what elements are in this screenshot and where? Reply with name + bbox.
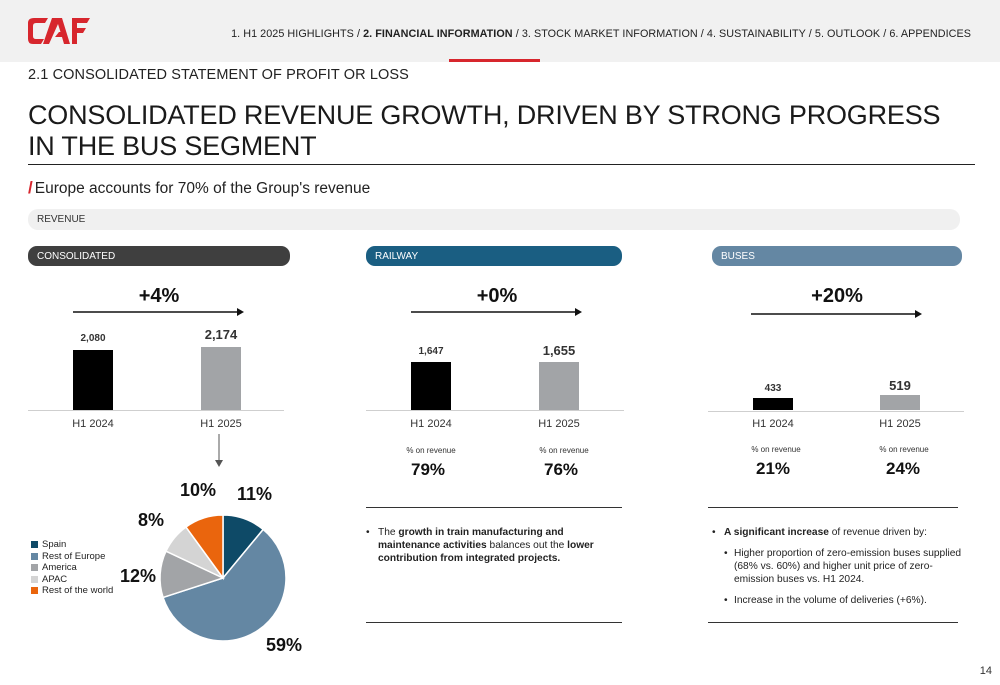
- consolidated-xlabel-h1-2025: H1 2025: [200, 418, 242, 430]
- buses-sub-bullet-1: Higher proportion of zero-emission buses…: [712, 547, 962, 586]
- revenue-header-bar: REVENUE: [28, 209, 960, 230]
- pie-label-america: 12%: [120, 566, 157, 586]
- consolidated-bar-h1-2025: [201, 347, 241, 410]
- legend-item-america: America: [31, 562, 113, 574]
- railway-share-2024: 79%: [410, 460, 446, 479]
- buses-growth: +20%: [811, 285, 863, 307]
- railway-growth-arrow: [411, 308, 582, 316]
- nav-item-highlights[interactable]: 1. H1 2025 HIGHLIGHTS /: [231, 28, 361, 40]
- nav-item-financial-information[interactable]: 2. FINANCIAL INFORMATION: [363, 28, 513, 40]
- page-title: CONSOLIDATED REVENUE GROWTH, DRIVEN BY S…: [28, 100, 941, 161]
- top-bar: 1. H1 2025 HIGHLIGHTS / 2. FINANCIAL INF…: [0, 0, 1000, 62]
- subtitle: / Europe accounts for 70% of the Group's …: [28, 178, 370, 198]
- consolidated-bar-h1-2024: [73, 350, 113, 410]
- buses-share-2024: 21%: [755, 459, 791, 478]
- subtitle-text: Europe accounts for 70% of the Group's r…: [34, 180, 371, 197]
- railway-value-h1-2025: 1,655: [542, 343, 576, 358]
- section-label: 2.1 CONSOLIDATED STATEMENT OF PROFIT OR …: [28, 67, 409, 83]
- consolidated-value-h1-2025: 2,174: [204, 327, 238, 342]
- consolidated-growth-arrow: [73, 308, 244, 316]
- railway-xlabel-h1-2025: H1 2025: [538, 418, 580, 430]
- pie-label-rest-of-europe: 59%: [266, 635, 303, 655]
- buses-value-h1-2024: 433: [764, 383, 782, 394]
- buses-growth-arrow: [751, 310, 922, 318]
- legend-swatch: [31, 552, 38, 560]
- legend-item-spain: Spain: [31, 539, 113, 551]
- title-divider: [28, 164, 975, 165]
- pie-label-apac: 8%: [138, 510, 165, 530]
- revenue-pie-chart: [159, 514, 287, 642]
- page-number: 14: [979, 665, 992, 677]
- legend-swatch: [31, 564, 38, 572]
- red-slash-icon: /: [28, 178, 33, 197]
- consolidated-growth: +4%: [138, 285, 180, 307]
- consolidated-baseline: [28, 410, 284, 411]
- nav-item-other-sections[interactable]: / 3. STOCK MARKET INFORMATION / 4. SUSTA…: [515, 28, 971, 40]
- pie-label-spain: 11%: [237, 484, 273, 504]
- buses-share-label-2024: % on revenue: [751, 445, 801, 454]
- buses-bar-h1-2025: [880, 395, 920, 410]
- railway-text-top-rule: [366, 507, 622, 508]
- caf-logo[interactable]: [28, 18, 90, 49]
- buses-xlabel-h1-2025: H1 2025: [879, 418, 921, 430]
- buses-baseline: [708, 411, 964, 412]
- railway-bar-h1-2025: [539, 362, 579, 410]
- pill-buses: BUSES: [712, 246, 962, 266]
- buses-sub-bullet-2: Increase in the volume of deliveries (+6…: [712, 594, 962, 607]
- buses-commentary: A significant increase of revenue driven…: [712, 526, 962, 607]
- railway-share-2025: 76%: [543, 460, 579, 479]
- pie-slice-rest-of-europe: [162, 528, 287, 642]
- pill-railway: RAILWAY: [366, 246, 622, 266]
- pie-legend: Spain Rest of Europe America APAC Rest o…: [31, 539, 113, 597]
- buses-text-bottom-rule: [708, 622, 958, 623]
- railway-baseline: [366, 410, 624, 411]
- legend-item-rest-of-europe: Rest of Europe: [31, 551, 113, 563]
- railway-growth: +0%: [476, 285, 518, 307]
- down-arrow-icon: [215, 434, 223, 467]
- legend-item-rest-of-world: Rest of the world: [31, 585, 113, 597]
- active-nav-underline: [449, 59, 540, 62]
- buses-bar-h1-2024: [753, 398, 793, 410]
- buses-bullet: A significant increase of revenue driven…: [712, 526, 962, 539]
- pie-slice-rest-of-the-world: [184, 514, 224, 581]
- legend-swatch: [31, 587, 38, 595]
- buses-share-2025: 24%: [885, 459, 921, 478]
- legend-item-apac: APAC: [31, 574, 113, 586]
- buses-xlabel-h1-2024: H1 2024: [752, 418, 794, 430]
- railway-xlabel-h1-2024: H1 2024: [410, 418, 452, 430]
- railway-share-label-2025: % on revenue: [539, 446, 589, 455]
- pie-label-rest-of-world: 10%: [180, 480, 217, 500]
- legend-swatch: [31, 575, 38, 583]
- buses-share-label-2025: % on revenue: [879, 445, 929, 454]
- consolidated-value-h1-2024: 2,080: [80, 333, 106, 344]
- pill-consolidated: CONSOLIDATED: [28, 246, 290, 266]
- top-navigation: 1. H1 2025 HIGHLIGHTS / 2. FINANCIAL INF…: [231, 28, 971, 40]
- railway-share-label-2024: % on revenue: [406, 446, 456, 455]
- railway-commentary: The growth in train manufacturing and ma…: [366, 526, 618, 565]
- railway-bar-h1-2024: [411, 362, 451, 410]
- buses-value-h1-2025: 519: [889, 378, 911, 393]
- railway-bullet: The growth in train manufacturing and ma…: [366, 526, 618, 565]
- buses-text-top-rule: [708, 507, 958, 508]
- legend-swatch: [31, 541, 38, 549]
- consolidated-xlabel-h1-2024: H1 2024: [72, 418, 114, 430]
- railway-text-bottom-rule: [366, 622, 622, 623]
- railway-value-h1-2024: 1,647: [418, 346, 444, 357]
